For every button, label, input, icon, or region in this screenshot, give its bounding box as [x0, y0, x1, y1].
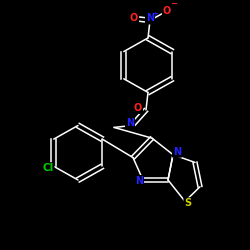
Text: O: O [134, 103, 142, 113]
Text: Cl: Cl [42, 163, 54, 173]
Text: S: S [184, 198, 192, 208]
Text: O: O [130, 14, 138, 24]
Text: O: O [163, 6, 171, 16]
Text: −: − [170, 0, 177, 8]
Text: N: N [126, 118, 134, 128]
Text: +: + [152, 10, 158, 16]
Text: N: N [135, 176, 143, 186]
Text: N: N [173, 147, 181, 157]
Text: N: N [146, 14, 154, 24]
